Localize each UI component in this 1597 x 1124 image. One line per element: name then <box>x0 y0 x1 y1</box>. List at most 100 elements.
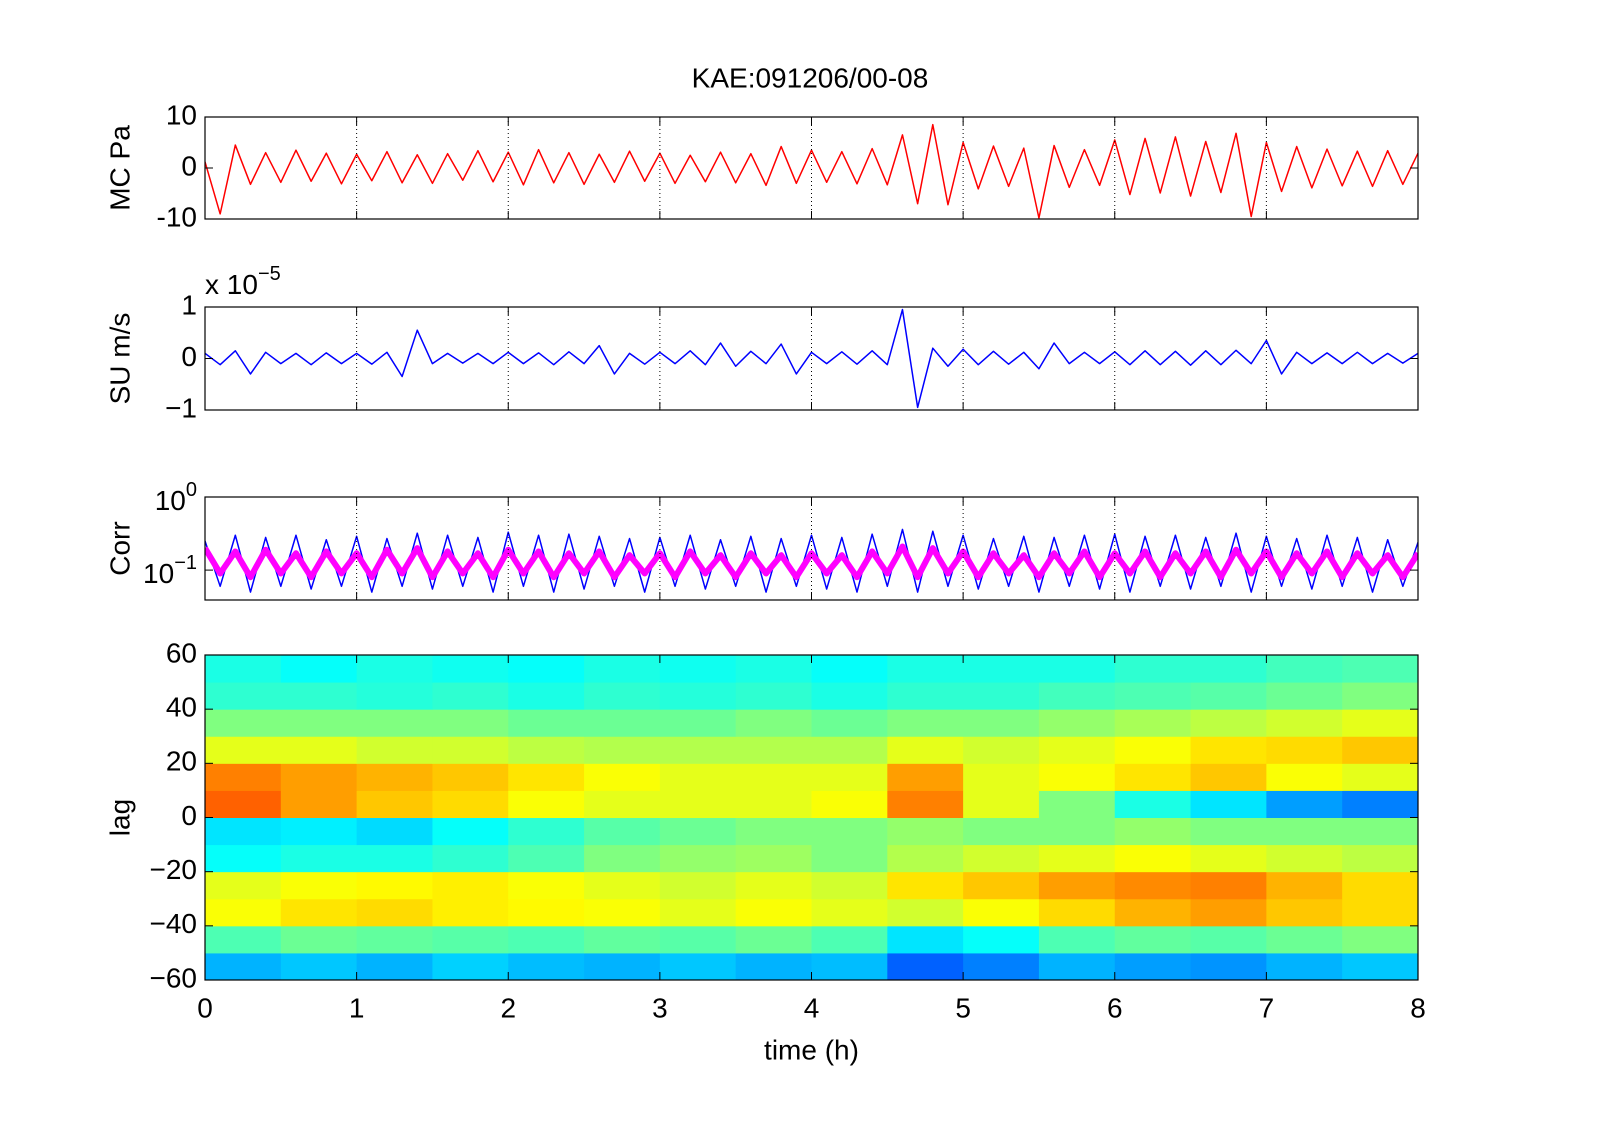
heat-cell <box>1114 682 1192 710</box>
x-tick-label: 4 <box>804 992 820 1023</box>
heat-cell <box>508 790 585 818</box>
x-axis-label: time (h) <box>764 1034 859 1065</box>
heat-cell <box>735 682 812 710</box>
y-tick-label: −20 <box>150 854 198 885</box>
heat-cell <box>1190 736 1267 764</box>
heat-cell <box>811 736 888 764</box>
heat-cell <box>356 817 433 846</box>
heat-cell <box>811 871 888 900</box>
heat-cell <box>887 871 964 900</box>
y-tick-label: 100 <box>155 479 197 516</box>
heat-cell <box>811 709 888 737</box>
heat-cell <box>887 763 964 791</box>
heat-cell <box>1190 844 1267 873</box>
y-tick-base: 10 <box>155 485 186 516</box>
heat-cell <box>887 709 964 737</box>
heat-cell <box>432 655 509 683</box>
heat-cell <box>811 790 888 818</box>
y-tick-exponent: 0 <box>186 479 197 501</box>
heat-cell <box>584 790 661 818</box>
heat-cell <box>356 844 433 873</box>
heat-cell <box>1266 709 1343 737</box>
heat-cell <box>280 871 358 900</box>
heat-cell <box>1342 952 1418 980</box>
heat-cell <box>1342 844 1418 873</box>
heat-cell <box>432 925 509 954</box>
heat-cell <box>432 844 509 873</box>
x-tick-label: 3 <box>652 992 668 1023</box>
heat-cell <box>508 952 585 980</box>
heat-cell <box>356 682 433 710</box>
heat-cell <box>963 709 1040 737</box>
heat-cell <box>205 925 282 954</box>
heat-cell <box>356 790 433 818</box>
heat-cell <box>1266 925 1343 954</box>
heat-cell <box>659 655 737 683</box>
heat-cell <box>887 736 964 764</box>
heat-cell <box>1038 952 1116 980</box>
heat-cell <box>1190 655 1267 683</box>
heat-cell <box>1342 898 1418 927</box>
heat-cell <box>280 898 358 927</box>
heat-cell <box>280 709 358 737</box>
heat-cell <box>584 844 661 873</box>
heat-cell <box>1190 898 1267 927</box>
heat-cell <box>1342 655 1418 683</box>
heat-cell <box>963 763 1040 791</box>
heat-cell <box>1114 709 1192 737</box>
y-tick-label: 40 <box>166 692 197 723</box>
x-tick-label: 1 <box>349 992 365 1023</box>
heat-cell <box>659 736 737 764</box>
heat-cell <box>432 790 509 818</box>
heat-cell <box>735 790 812 818</box>
heat-cell <box>659 709 737 737</box>
heat-cell <box>735 871 812 900</box>
heat-cell <box>356 763 433 791</box>
heat-cell <box>811 682 888 710</box>
heat-cell <box>205 763 282 791</box>
heat-cell <box>963 736 1040 764</box>
heat-cell <box>963 790 1040 818</box>
heat-cell <box>1190 709 1267 737</box>
heat-cell <box>280 952 358 980</box>
y-tick-label: -10 <box>157 201 197 232</box>
heat-cell <box>584 871 661 900</box>
heat-cell <box>1114 736 1192 764</box>
heat-cell <box>356 952 433 980</box>
heat-cell <box>205 898 282 927</box>
heat-cell <box>1038 925 1116 954</box>
y-tick-label: 60 <box>166 637 197 668</box>
heat-cell <box>1342 709 1418 737</box>
heat-cell <box>1342 790 1418 818</box>
heat-cell <box>887 898 964 927</box>
heat-cell <box>887 817 964 846</box>
heat-cell <box>205 952 282 980</box>
heat-cell <box>811 817 888 846</box>
heat-cell <box>280 763 358 791</box>
heat-cell <box>1038 655 1116 683</box>
heat-cell <box>735 709 812 737</box>
heat-cell <box>356 655 433 683</box>
heat-cell <box>1342 682 1418 710</box>
heat-cell <box>659 898 737 927</box>
heat-cell <box>1190 925 1267 954</box>
x-tick-label: 2 <box>500 992 516 1023</box>
heat-cell <box>508 925 585 954</box>
heat-cell <box>356 871 433 900</box>
heat-cell <box>811 952 888 980</box>
heat-cell <box>735 844 812 873</box>
heat-cell <box>1114 817 1192 846</box>
heat-cell <box>1190 817 1267 846</box>
heat-cell <box>1038 817 1116 846</box>
heat-cell <box>811 898 888 927</box>
y-tick-label: 1 <box>181 289 197 320</box>
heat-cell <box>963 655 1040 683</box>
heat-cell <box>432 736 509 764</box>
heat-cell <box>1190 790 1267 818</box>
x-tick-label: 6 <box>1107 992 1123 1023</box>
heat-cell <box>508 736 585 764</box>
heat-cell <box>584 682 661 710</box>
heat-cell <box>659 871 737 900</box>
heat-cell <box>659 925 737 954</box>
y-tick-label: 0 <box>181 341 197 372</box>
